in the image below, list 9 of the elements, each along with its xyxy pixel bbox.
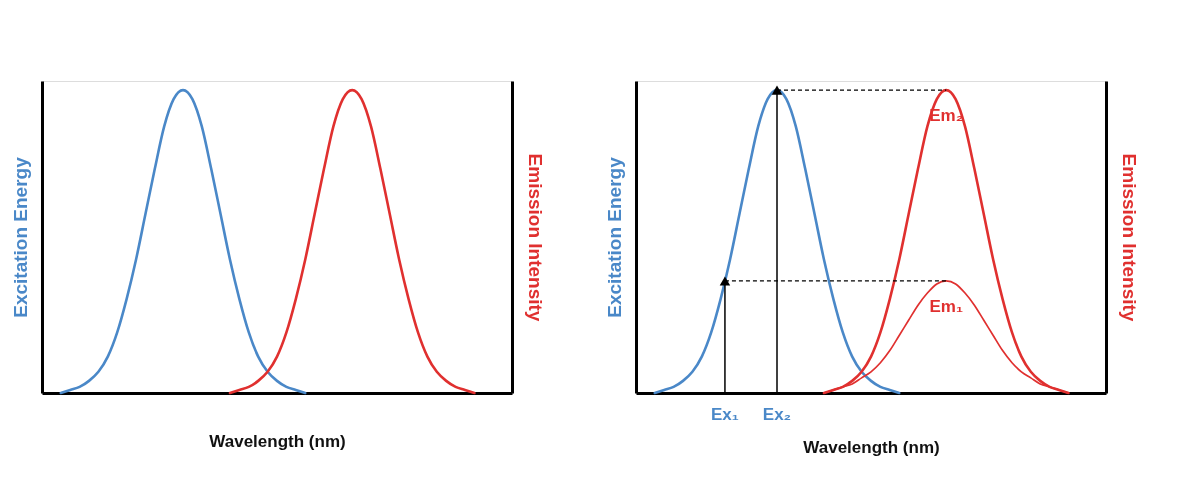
y-axis-title: Excitation Energy <box>9 156 31 318</box>
text: Ex₁ <box>711 405 739 424</box>
x-axis-title: Wavelength (nm) <box>209 431 346 451</box>
y-axis-title: Excitation Energy <box>603 156 625 318</box>
text: Ex₂ <box>762 405 792 424</box>
y2-axis-title: Emission Intensity <box>1118 153 1140 322</box>
x-axis-title: Wavelength (nm) <box>803 437 940 457</box>
series-label: Em₁ <box>929 296 963 316</box>
y2-axis-title: Emission Intensity <box>524 153 546 322</box>
